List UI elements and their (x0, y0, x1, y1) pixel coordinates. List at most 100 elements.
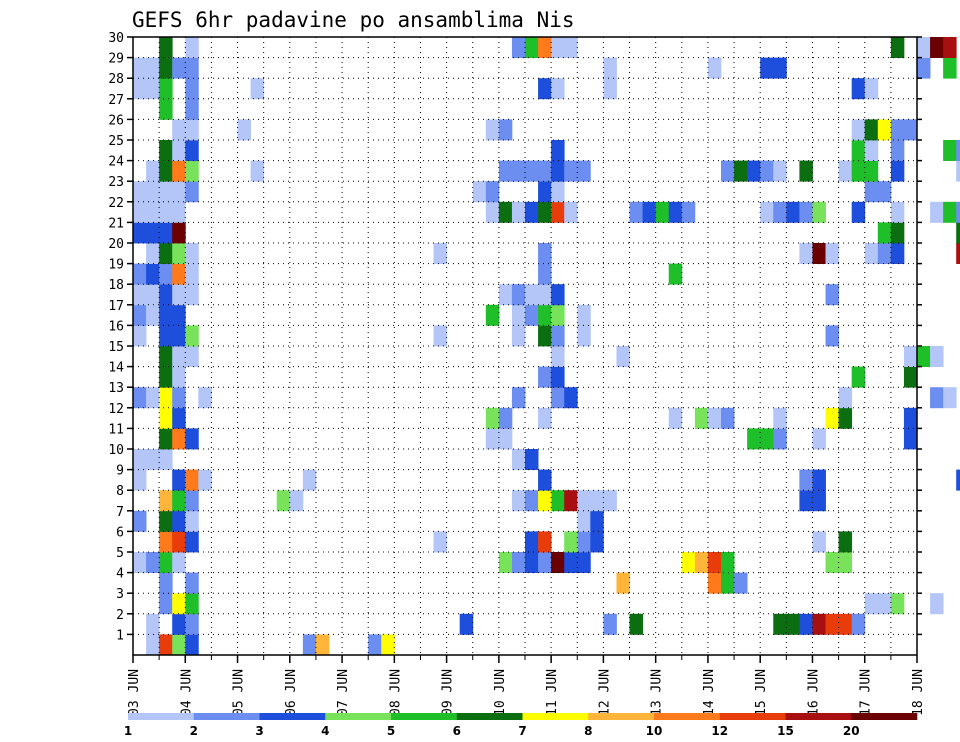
heatmap-cell-m3-s56 (864, 593, 879, 615)
y-tick-label: 13 (108, 381, 124, 396)
heatmap-cell-m24-s54 (838, 160, 853, 182)
heatmap-cell-m4-s2 (159, 572, 173, 594)
heatmap-cell-m14-s31 (538, 366, 552, 388)
heatmap-cell-m16-s23 (433, 325, 447, 347)
heatmap-cell-m11-s2 (159, 428, 173, 450)
heatmap-cell-m11-s3 (172, 428, 186, 450)
heatmap-cell-m30-s4 (185, 37, 199, 58)
heatmap-cell-m8-s32 (551, 490, 565, 512)
heatmap-cell-m9-s3 (172, 469, 186, 491)
heatmap-cell-m1-s18 (368, 634, 382, 656)
x-tick-label: 13 JUN (650, 669, 665, 716)
heatmap-cell-m22-s27 (485, 201, 500, 223)
heatmap-cell-m22-s33 (564, 201, 578, 223)
heatmap-cell-m26-s56 (864, 119, 879, 141)
heatmap-cell-m20-s56 (864, 243, 879, 264)
heatmap-cell-m5-s45 (721, 552, 735, 573)
colorbar-swatch (391, 713, 458, 720)
heatmap-cell-m10-s30 (525, 449, 539, 470)
heatmap-cell-m24-s46 (734, 160, 748, 182)
heatmap-cell-m30-s2 (159, 37, 173, 58)
heatmap-cell-m24-s31 (538, 160, 552, 182)
heatmap-cell-m8-s12 (289, 490, 304, 512)
heatmap-cell-m15-s37 (616, 346, 630, 367)
heatmap-cell-m16-s31 (538, 325, 552, 347)
heatmap-cell-m13-s54 (838, 387, 853, 409)
x-tick-label: 07 JUN (336, 669, 351, 716)
heatmap-cell-m11-s48 (760, 428, 774, 450)
heatmap-cell-m24-s30 (525, 160, 539, 182)
heatmap-cell-m8-s31 (538, 490, 552, 512)
heatmap-cell-m23-s0 (133, 181, 147, 203)
heatmap-cell-m5-s3 (172, 552, 186, 573)
heatmap-cell-m8-s52 (812, 490, 826, 512)
x-tick-label: 12 JUN (597, 669, 612, 716)
heatmap-cell-m6-s3 (172, 531, 186, 553)
colorbar-label: 10 (646, 724, 663, 738)
heatmap-cell-m12-s59 (903, 407, 918, 429)
heatmap-cell-m5-s28 (498, 552, 513, 573)
heatmap-cell-m28-s9 (250, 78, 265, 100)
heatmap-cell-m14-s3 (172, 366, 186, 388)
heatmap-cell-m7-s3 (172, 510, 186, 532)
heatmap-cell-m2-s50 (786, 613, 800, 635)
heatmap-cell-m15-s59 (903, 346, 918, 367)
y-tick-label: 27 (108, 93, 124, 108)
heatmap-cell-m11-s59 (903, 428, 918, 450)
heatmap-cell-m3-s58 (890, 593, 905, 615)
y-tick-label: 11 (108, 422, 124, 437)
heatmap-cell-m15-s4 (185, 346, 199, 367)
heatmap-cell-m20-s2 (159, 243, 173, 264)
heatmap-cell-m8-s11 (276, 490, 291, 512)
heatmap-cell-m22-s28 (498, 201, 513, 223)
heatmap-cell-m22-s50 (786, 201, 800, 223)
heatmap-cell-m20-s51 (799, 243, 813, 264)
heatmap-cell-m23-s56 (864, 181, 879, 203)
x-tick-label: 08 JUN (388, 669, 403, 716)
heatmap-cell-m1-s14 (315, 634, 330, 656)
heatmap-cell-m17-s31 (538, 304, 552, 326)
y-tick-label: 17 (108, 299, 124, 314)
heatmap-cell-m22-s63 (956, 201, 960, 223)
heatmap-cell-m4-s46 (734, 572, 748, 594)
colorbar-swatch (851, 713, 918, 720)
heatmap-cell-m21-s3 (172, 222, 186, 244)
heatmap-cell-m24-s45 (721, 160, 735, 182)
heatmap-cell-m6-s31 (538, 531, 552, 553)
y-tick-label: 9 (116, 464, 124, 479)
heatmap-cell-m21-s57 (877, 222, 892, 244)
heatmap-cell-m29-s49 (773, 57, 787, 79)
heatmap-cell-m19-s1 (146, 263, 160, 285)
y-tick-label: 28 (108, 72, 124, 87)
heatmap-cell-m5-s53 (825, 552, 839, 573)
heatmap-cell-m9-s51 (799, 469, 813, 491)
y-tick-label: 18 (108, 278, 124, 293)
heatmap-cell-m12-s53 (825, 407, 839, 429)
y-tick-label: 12 (108, 402, 124, 417)
heatmap-cell-m5-s30 (525, 552, 539, 573)
heatmap-cell-m28-s36 (603, 78, 617, 100)
heatmap-cell-m5-s33 (564, 552, 578, 573)
heatmap-cell-m23-s32 (551, 181, 565, 203)
x-tick-label: 17 JUN (859, 669, 874, 716)
heatmap-cell-m15-s32 (551, 346, 565, 367)
heatmap-cell-m9-s4 (185, 469, 199, 491)
heatmap-cell-m8-s3 (172, 490, 186, 512)
heatmap-cell-m17-s34 (577, 304, 591, 326)
colorbar-swatch (719, 713, 786, 720)
heatmap-cell-m7-s4 (185, 510, 199, 532)
heatmap-cell-m20-s1 (146, 243, 160, 264)
heatmap-cell-m24-s4 (185, 160, 199, 182)
heatmap-cell-m13-s5 (198, 387, 212, 409)
heatmap-cell-m21-s0 (133, 222, 147, 244)
heatmap-cell-m5-s2 (159, 552, 173, 573)
heatmap-cell-m20-s63 (956, 243, 960, 264)
heatmap-cell-m1-s19 (381, 634, 395, 656)
heatmap-cell-m7-s34 (577, 510, 591, 532)
heatmap-cell-m14-s32 (551, 366, 565, 388)
heatmap-cell-m21-s1 (146, 222, 160, 244)
heatmap-cell-m13-s29 (511, 387, 526, 409)
colorbar-swatch (128, 713, 195, 720)
heatmap-cell-m22-s58 (890, 201, 905, 223)
